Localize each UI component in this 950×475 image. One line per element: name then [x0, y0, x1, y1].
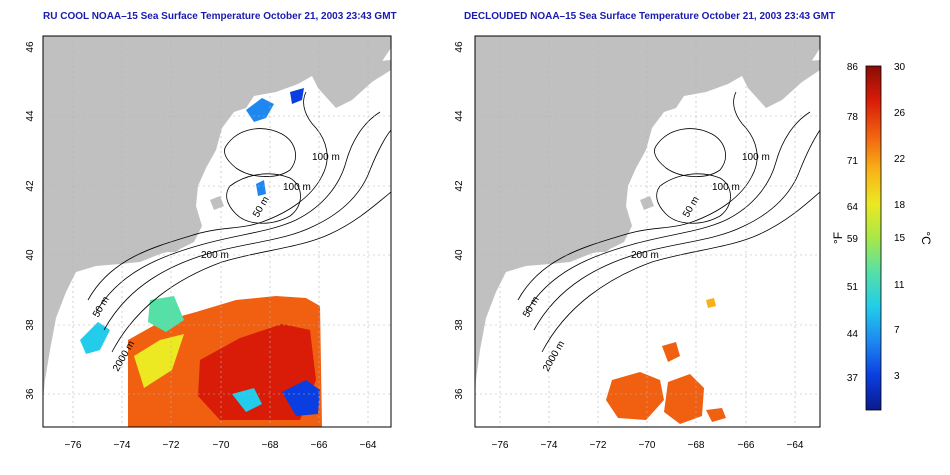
left-lat-tick: 40	[25, 249, 36, 261]
left-lat-ticks: 36 38 40 42 44 46	[25, 41, 36, 400]
left-lon-tick: −68	[262, 440, 279, 451]
left-sst-patch-blue	[282, 380, 320, 416]
colorbar: 86 78 71 64 59 51 44 37 30 26 22 18 15 1…	[831, 62, 933, 411]
left-lon-tick: −70	[213, 440, 230, 451]
left-contour-label: 200 m	[201, 250, 229, 261]
right-contour-100m	[525, 111, 811, 313]
left-contour-georges	[226, 173, 301, 224]
left-lat-tick: 44	[25, 110, 36, 122]
left-map-panel: 100 m 100 m 50 m 200 m 50 m 2000 m −76 −…	[25, 35, 392, 451]
left-contour-label: 100 m	[283, 182, 311, 193]
left-lon-ticks: −76 −74 −72 −70 −68 −66 −64	[65, 440, 377, 451]
right-lon-tick: −72	[590, 440, 607, 451]
left-sst-georges	[256, 180, 266, 196]
left-land	[43, 36, 391, 400]
right-lon-tick: −64	[787, 440, 804, 451]
right-lat-tick: 44	[454, 110, 465, 122]
colorbar-c-tick: 15	[894, 233, 906, 244]
colorbar-c-ticks: 30 26 22 18 15 11 7 3	[894, 62, 906, 382]
colorbar-c-tick: 7	[894, 325, 900, 336]
right-lat-tick: 42	[454, 180, 465, 192]
colorbar-gradient	[865, 65, 882, 411]
left-gridlines	[43, 36, 391, 427]
colorbar-f-tick: 37	[847, 373, 859, 384]
left-lat-tick: 42	[25, 180, 36, 192]
left-sst-patch-yellow	[134, 334, 184, 388]
left-lon-tick: −74	[114, 440, 131, 451]
left-contour-label: 100 m	[312, 152, 340, 163]
right-nova-scotia	[748, 60, 820, 108]
left-sst-patch-nearshore	[80, 322, 110, 354]
left-lon-tick: −64	[360, 440, 377, 451]
right-panel-title: DECLOUDED NOAA–15 Sea Surface Temperatur…	[464, 11, 836, 22]
colorbar-c-tick: 22	[894, 154, 906, 165]
right-contour-label: 200 m	[631, 250, 659, 261]
right-lat-tick: 36	[454, 388, 465, 400]
right-lat-tick: 46	[454, 41, 465, 53]
right-map-panel: 100 m 100 m 50 m 200 m 50 m 2000 m −76 −…	[454, 35, 821, 451]
left-lat-tick: 38	[25, 319, 36, 331]
colorbar-c-tick: 18	[894, 200, 906, 211]
colorbar-f-tick: 71	[847, 156, 859, 167]
left-contour-2000m	[111, 191, 391, 353]
colorbar-f-tick: 44	[847, 329, 859, 340]
right-contour-label: 100 m	[712, 182, 740, 193]
left-lon-tick: −66	[311, 440, 328, 451]
right-contour-georges	[656, 173, 731, 224]
colorbar-c-tick: 30	[894, 62, 906, 73]
colorbar-fahrenheit-label: °F	[831, 232, 845, 244]
left-contour-100m	[95, 111, 381, 313]
right-lon-tick: −68	[688, 440, 705, 451]
colorbar-c-tick: 3	[894, 371, 900, 382]
right-sst-patch-1	[606, 372, 664, 420]
right-map-frame	[474, 35, 821, 428]
left-lon-tick: −72	[163, 440, 180, 451]
left-lon-tick: −76	[65, 440, 82, 451]
right-lon-tick: −70	[639, 440, 656, 451]
right-contour-200m	[533, 129, 820, 331]
left-contour-200m	[103, 129, 391, 331]
colorbar-f-tick: 86	[847, 62, 859, 73]
right-sst-patch-4	[662, 342, 680, 362]
right-sst-patch-5	[706, 298, 716, 308]
right-sst-patch-2	[664, 374, 704, 424]
left-long-island	[150, 246, 184, 252]
left-panel-title: RU COOL NOAA–15 Sea Surface Temperature …	[43, 11, 397, 22]
right-lon-tick: −74	[541, 440, 558, 451]
right-lat-ticks: 36 38 40 42 44 46	[454, 41, 465, 400]
right-lat-tick: 40	[454, 249, 465, 261]
colorbar-c-tick: 26	[894, 108, 906, 119]
colorbar-celsius-label: °C	[919, 231, 933, 245]
colorbar-c-tick: 11	[894, 280, 905, 291]
right-gridlines	[475, 36, 820, 427]
left-nova-scotia	[318, 60, 391, 108]
left-contour-gom	[224, 128, 296, 177]
colorbar-f-ticks: 86 78 71 64 59 51 44 37	[847, 62, 859, 384]
left-cape-cod	[210, 196, 224, 210]
right-lon-tick: −76	[492, 440, 509, 451]
right-lon-tick: −66	[738, 440, 755, 451]
right-lon-ticks: −76 −74 −72 −70 −68 −66 −64	[492, 440, 804, 451]
left-lat-tick: 36	[25, 388, 36, 400]
left-sst-patch-green	[148, 296, 184, 332]
right-lat-tick: 38	[454, 319, 465, 331]
left-sst-gom-dark	[290, 88, 304, 104]
right-contour-2000m	[541, 191, 820, 353]
left-map-frame	[42, 35, 392, 428]
colorbar-f-tick: 51	[847, 282, 859, 293]
left-contour-50m	[87, 91, 328, 301]
right-contour-gom	[654, 128, 726, 177]
colorbar-f-tick: 59	[847, 234, 859, 245]
colorbar-f-tick: 78	[847, 112, 859, 123]
right-long-island	[580, 246, 614, 252]
right-contour-label: 100 m	[742, 152, 770, 163]
colorbar-f-tick: 64	[847, 202, 859, 213]
right-land	[475, 36, 820, 400]
right-sst-patch-3	[706, 408, 726, 422]
left-lat-tick: 46	[25, 41, 36, 53]
